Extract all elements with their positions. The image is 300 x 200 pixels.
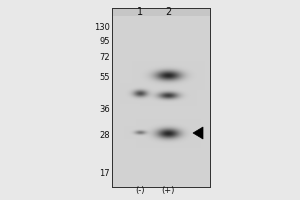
- Text: 28: 28: [99, 130, 110, 140]
- Text: 1: 1: [137, 7, 143, 17]
- Text: (-): (-): [135, 186, 145, 194]
- Text: 17: 17: [99, 168, 110, 178]
- Text: 2: 2: [165, 7, 171, 17]
- Text: 55: 55: [100, 73, 110, 82]
- Text: 130: 130: [94, 23, 110, 32]
- Text: 72: 72: [99, 53, 110, 62]
- Text: (+): (+): [161, 186, 175, 194]
- Text: 36: 36: [99, 106, 110, 114]
- Text: 95: 95: [100, 38, 110, 46]
- Polygon shape: [193, 127, 203, 139]
